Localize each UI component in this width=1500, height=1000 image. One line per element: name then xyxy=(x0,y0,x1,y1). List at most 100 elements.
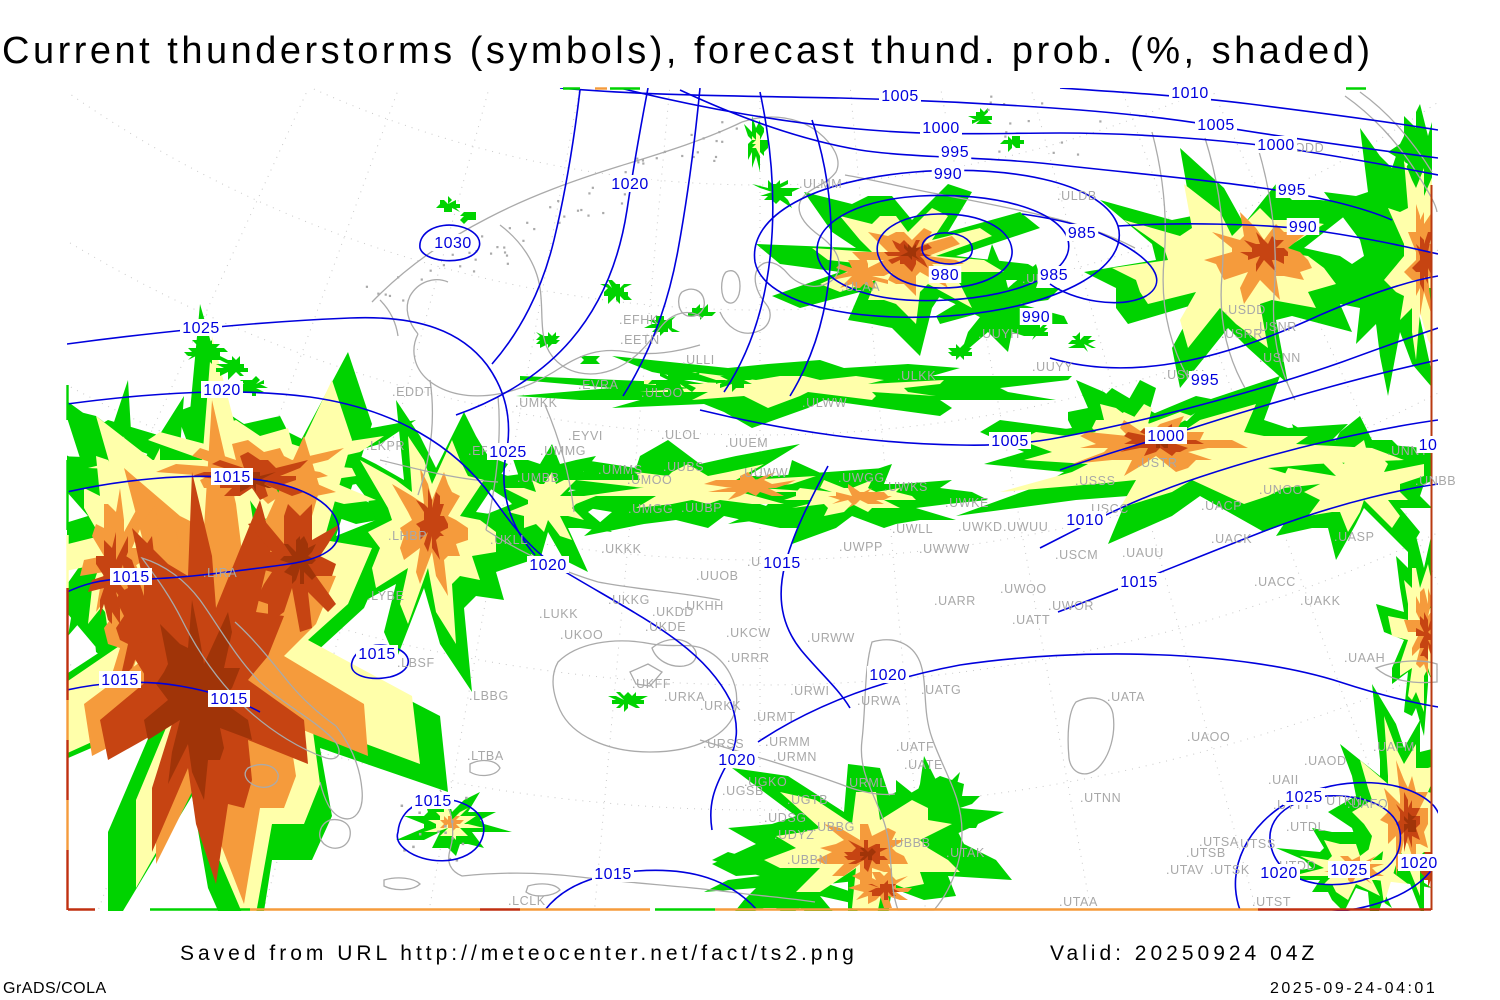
isobar-label-box xyxy=(211,468,253,485)
coast-speckle xyxy=(587,214,590,217)
saved-from-url-text: Saved from URL http://meteocenter.net/fa… xyxy=(180,942,858,965)
station-label: .ULMM xyxy=(799,177,842,191)
coastline-path xyxy=(469,759,501,777)
station-label: .UAFM xyxy=(1373,740,1415,754)
station-label: .ULLI xyxy=(682,353,715,367)
shaded-cell xyxy=(436,196,460,212)
station-label: .UTSS xyxy=(1236,837,1276,851)
isobar-label-box xyxy=(928,266,962,283)
isobar-label: 1015 xyxy=(1120,574,1158,591)
station-label: .UKKG xyxy=(608,593,650,607)
station-label: .UTAV xyxy=(1166,863,1204,877)
station-label: .UGSB xyxy=(722,784,764,798)
isobar-label: 1020 xyxy=(1400,855,1438,872)
station-label: .UTDL xyxy=(1286,820,1325,834)
isobar-label-box xyxy=(1019,308,1053,325)
station-label: .USTR xyxy=(1137,456,1178,470)
island-dot xyxy=(465,796,468,800)
station-label: .USNR xyxy=(1255,320,1297,334)
station-label: .UMMS xyxy=(598,463,643,477)
coastline-path xyxy=(413,333,701,397)
station-label: .UAAH xyxy=(1344,651,1385,665)
station-label: .UDYZ xyxy=(774,828,815,842)
station-label: .UUOB xyxy=(696,569,739,583)
station-label: .USNN xyxy=(1259,351,1301,365)
isobar-label: 1025 xyxy=(182,320,220,337)
station-label: .UKDD xyxy=(652,605,694,619)
isobar-label-box xyxy=(99,671,141,688)
station-label: .UTNN xyxy=(1080,791,1121,805)
isobar-label: 1010 xyxy=(1171,85,1209,102)
coastline-path xyxy=(499,224,703,375)
coastline-path xyxy=(485,395,500,531)
coast-speckle xyxy=(557,199,560,203)
isobar-label: 995 xyxy=(941,144,969,161)
coastline-path xyxy=(525,883,561,897)
coast-speckle xyxy=(526,221,529,224)
coast-speckle xyxy=(655,157,658,160)
station-label: .UAOD xyxy=(1304,754,1347,768)
station-label: .UTAA xyxy=(1059,895,1098,909)
island-dot xyxy=(455,859,459,862)
station-label: .UWOR xyxy=(1048,599,1094,613)
shaded-region xyxy=(504,472,596,540)
coastline-path xyxy=(651,638,697,667)
isobar-label: 10 xyxy=(1419,437,1438,454)
coast-speckle xyxy=(496,246,499,249)
station-label: .UASP xyxy=(1334,530,1375,544)
station-label: .LBBG xyxy=(469,689,509,703)
isobar-label: 990 xyxy=(934,166,962,183)
coastline-path xyxy=(319,725,363,820)
isobar-label: 1015 xyxy=(101,672,139,689)
island-dot xyxy=(451,837,454,840)
isobar-line xyxy=(1059,88,1438,131)
shaded-region xyxy=(704,472,800,500)
coast-speckle xyxy=(402,299,405,302)
station-label: .UAOO xyxy=(1187,730,1230,744)
station-label: .LUKK xyxy=(539,607,578,621)
coast-speckle xyxy=(503,251,507,254)
station-label: .UTSA xyxy=(1199,835,1239,849)
station-label: .UTSB xyxy=(1186,846,1226,860)
station-label: .LTBA xyxy=(467,749,504,763)
isobar-label-box xyxy=(716,751,758,768)
isobar-label-box xyxy=(110,568,152,585)
coastline-path xyxy=(1151,131,1189,379)
station-label: .UTST xyxy=(1252,895,1291,909)
coast-speckle xyxy=(429,269,432,272)
shaded-region xyxy=(1000,404,1404,508)
station-label: .UKFF xyxy=(632,677,671,691)
isobar-line xyxy=(921,232,973,265)
isobar-label-box xyxy=(1195,116,1237,133)
coastline-path xyxy=(234,621,337,727)
coast-speckle xyxy=(533,227,536,231)
shaded-region xyxy=(832,252,892,288)
coastline-path xyxy=(597,581,721,601)
island-dot xyxy=(444,831,447,835)
coastline-path xyxy=(140,556,340,760)
station-label: .URWA xyxy=(857,694,901,708)
coast-speckle xyxy=(713,159,716,162)
coast-speckle xyxy=(690,133,693,137)
coastline-path xyxy=(383,877,421,891)
shaded-cell xyxy=(608,692,648,712)
coastline-path xyxy=(719,116,840,334)
coastline-path xyxy=(1359,91,1433,173)
station-label: .URKA xyxy=(664,690,705,704)
isobar-label: 1015 xyxy=(213,469,251,486)
shaded-cell xyxy=(948,344,972,360)
station-label: .URKK xyxy=(700,699,741,713)
shaded-cell xyxy=(236,376,268,396)
isobar-label-box xyxy=(1275,181,1309,198)
coast-speckle xyxy=(624,171,627,174)
station-label: .UWUU xyxy=(1003,520,1048,534)
coast-speckle xyxy=(503,246,506,249)
coast-speckle xyxy=(474,258,477,261)
coastline-path xyxy=(720,270,741,304)
station-label: .URWI xyxy=(790,684,830,698)
isobar-label-box xyxy=(1286,218,1320,235)
isobar-label-box xyxy=(938,143,972,160)
island-dot xyxy=(1027,119,1030,123)
station-label: .LHBP xyxy=(388,529,427,543)
